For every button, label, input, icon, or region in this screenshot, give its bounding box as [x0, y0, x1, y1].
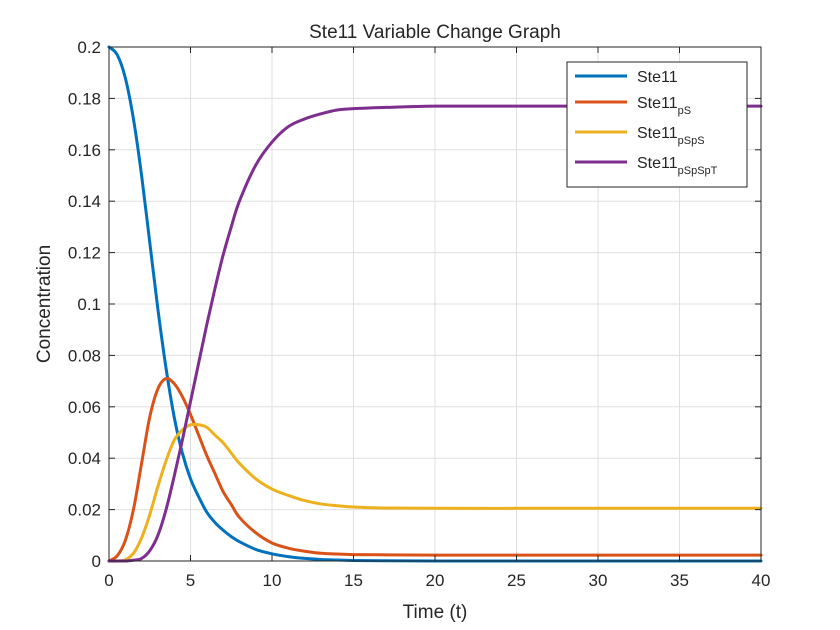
y-tick-label: 0.16	[68, 141, 101, 160]
series-line-ste11-pspspt	[107, 104, 763, 563]
legend-label-main: Ste11	[637, 69, 678, 86]
y-tick-label: 0	[92, 552, 101, 571]
legend-label: Ste11	[637, 69, 678, 86]
y-tick-label: 0.1	[77, 295, 101, 314]
y-tick-label: 0.18	[68, 89, 101, 108]
series-line-ste11-ps	[107, 376, 763, 563]
legend-label-subscript: pS	[678, 105, 691, 117]
legend-label-main: Ste11	[637, 155, 678, 172]
series-line-ste11-psps	[107, 422, 763, 563]
x-tick-label: 5	[186, 571, 195, 590]
legend-label-main: Ste11	[637, 125, 678, 142]
x-tick-label: 30	[589, 571, 608, 590]
chart-title: Ste11 Variable Change Graph	[309, 22, 561, 43]
y-tick-label: 0.08	[68, 346, 101, 365]
x-tick-label: 25	[507, 571, 526, 590]
legend-label: Ste11pSpS	[637, 125, 705, 147]
y-tick-label: 0.12	[68, 244, 101, 263]
x-tick-label: 40	[752, 571, 771, 590]
x-tick-label: 0	[104, 571, 113, 590]
y-tick-label: 0.02	[68, 501, 101, 520]
y-tick-label: 0.04	[68, 449, 101, 468]
axis-ticks: 0 5 10 15 20 25 30 35 40 0 0.02 0.04 0.06 0.08 0.1 0.12…	[68, 38, 771, 590]
legend-label-main: Ste11	[637, 95, 678, 112]
y-tick-label: 0.06	[68, 398, 101, 417]
legend-label-subscript: pSpS	[678, 135, 705, 147]
legend-box	[566, 61, 748, 188]
x-tick-label: 15	[344, 571, 363, 590]
y-tick-label: 0.2	[77, 38, 101, 57]
x-axis-label: Time (t)	[403, 602, 468, 623]
x-tick-label: 20	[426, 571, 445, 590]
x-tick-label: 35	[670, 571, 689, 590]
legend-label: Ste11pS	[637, 95, 691, 117]
x-tick-label: 10	[263, 571, 282, 590]
legend-label-subscript: pSpSpT	[678, 165, 718, 177]
legend-label: Ste11pSpSpT	[637, 155, 718, 177]
y-axis-label: Concentration	[34, 245, 55, 363]
y-tick-label: 0.14	[68, 192, 101, 211]
